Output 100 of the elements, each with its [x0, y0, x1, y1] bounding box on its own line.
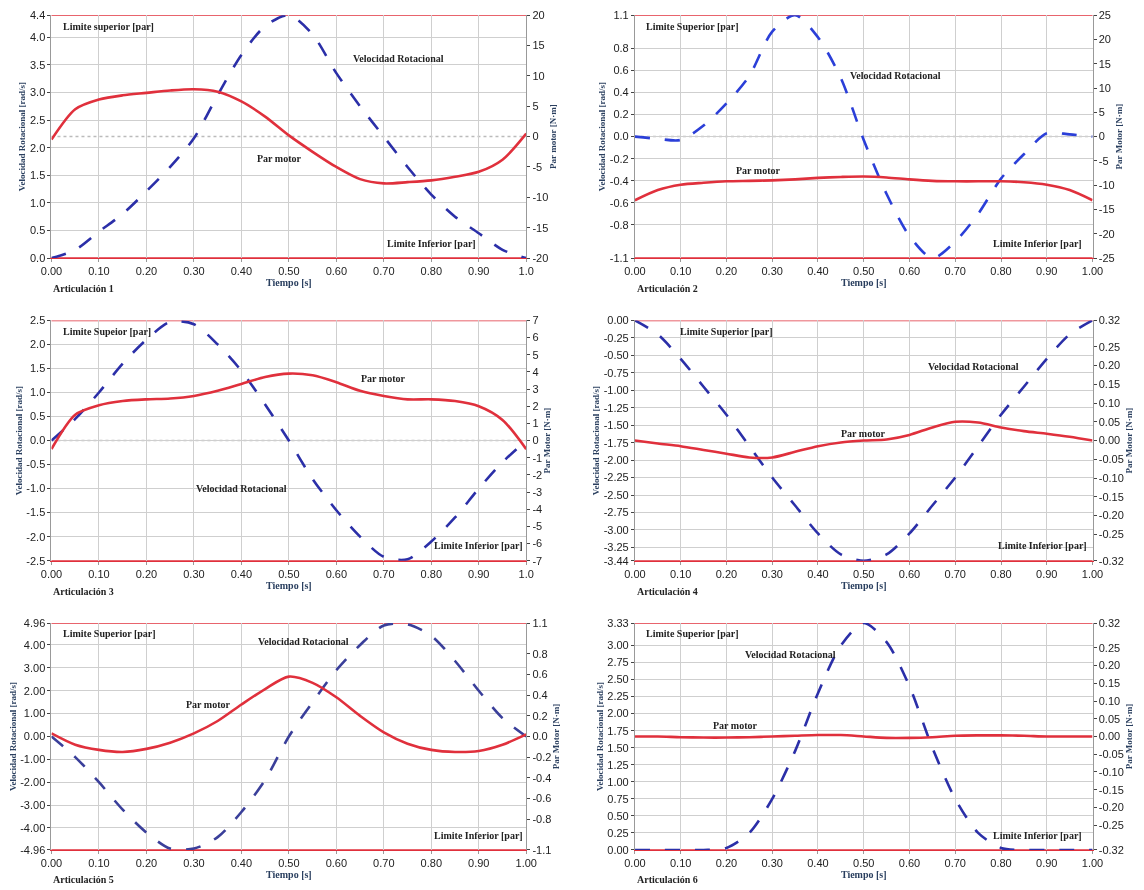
y-tick-label: -0.25: [603, 331, 629, 344]
y-tick-label: -0.75: [603, 366, 629, 379]
y2-tick-label: 20: [532, 8, 545, 21]
x-tick-label: 0.70: [944, 265, 966, 278]
y2-tick-label: 2: [532, 400, 539, 413]
y2-tick-label: 0.32: [1098, 314, 1121, 327]
line-series: [51, 87, 527, 185]
y-tick-label: 0.00: [607, 314, 629, 327]
y-tick-label: -2.75: [603, 506, 629, 519]
annotation: Limite Inferior [par]: [993, 830, 1082, 841]
y2-tick-label: 25: [1098, 8, 1111, 21]
y2-tick-label: -25: [1098, 251, 1115, 264]
y2-axis-title: Par motor [N·m]: [548, 104, 559, 169]
x-tick-label: 0.90: [1036, 857, 1058, 870]
y2-tick-label: -5: [532, 160, 543, 173]
line-series: [51, 675, 527, 754]
y2-tick-label: -6: [532, 537, 543, 550]
y2-tick-label: 0.20: [1098, 659, 1121, 672]
y2-tick-label: -0.10: [1098, 765, 1124, 778]
x-tick-label: 0.10: [669, 857, 692, 870]
x-tick-label: 0.40: [807, 265, 829, 278]
y-tick-label: 0.2: [613, 108, 629, 121]
y-tick-label: -3.00: [20, 798, 46, 811]
x-tick-label: 0.60: [325, 857, 348, 870]
y2-tick-label: -0.4: [532, 771, 552, 784]
y-tick-label: -1.50: [603, 419, 629, 432]
x-tick-label: 0.00: [624, 265, 646, 278]
y2-axis-title: Par Motor [N·m]: [1123, 703, 1134, 770]
y-tick-label: 0.0: [29, 434, 46, 447]
x-tick-label: 0.00: [40, 265, 63, 278]
text: Articulación 6: [637, 874, 698, 885]
annotation: Velocidad Rotacional: [258, 636, 349, 647]
y-tick-label: -2.50: [603, 488, 629, 501]
y2-tick-label: 5: [532, 348, 539, 361]
y2-tick-label: 0.00: [1098, 434, 1121, 447]
y-tick-label: 0.4: [613, 86, 629, 99]
x-tick-label: 0.60: [898, 857, 921, 870]
annotation: Velocidad Rotacional: [745, 649, 836, 660]
x-tick-label: 0.70: [373, 567, 395, 580]
x-tick-label: 0.70: [944, 567, 966, 580]
y-tick-label: 1.0: [29, 196, 46, 209]
x-tick-label: 0.20: [715, 265, 738, 278]
annotation: Par motor: [257, 153, 302, 164]
x-tick-label: 0.10: [88, 567, 110, 580]
y-axis-title: Velocidad Rotacional [rad/s]: [13, 385, 24, 496]
annotation: Limite Inferior [par]: [434, 830, 523, 841]
x-tick-label: 0.30: [183, 567, 205, 580]
y2-tick-label: 0.05: [1098, 415, 1121, 428]
y-tick-label: -1.75: [603, 436, 629, 449]
y2-tick-label: -15: [1098, 203, 1115, 216]
y2-tick-label: 15: [532, 39, 545, 52]
y2-tick-label: -2: [532, 468, 543, 481]
y2-tick-label: -0.2: [532, 750, 552, 763]
y-tick-label: 0.00: [607, 843, 629, 856]
y2-tick-label: 0.15: [1098, 378, 1121, 391]
x-tick-label: 0.80: [420, 265, 442, 278]
y-tick-label: -0.50: [603, 349, 629, 362]
x-tick-label: 0.60: [898, 567, 921, 580]
x-tick-label: 1.00: [515, 857, 537, 870]
y-tick-label: 0.25: [607, 826, 629, 839]
y-tick-label: -2.00: [20, 776, 46, 789]
x-tick-label: 0.60: [898, 265, 921, 278]
x-tick-label: 0.50: [853, 567, 875, 580]
y2-tick-label: -10: [1098, 179, 1115, 192]
y-tick-label: -4.96: [20, 843, 46, 856]
y-tick-label: 0.75: [607, 792, 629, 805]
y2-tick-label: -0.32: [1098, 554, 1124, 567]
x-tick-label: 0.80: [420, 857, 442, 870]
y-tick-label: -1.1: [609, 251, 629, 264]
x-tick-label: 0.90: [1036, 265, 1058, 278]
y2-tick-label: -20: [532, 251, 549, 264]
x-tick-label: 1.00: [1081, 265, 1104, 278]
y2-tick-label: -0.20: [1098, 801, 1124, 814]
y2-tick-label: 0: [532, 130, 539, 143]
x-tick-label: 0.30: [183, 857, 205, 870]
y2-tick-label: -0.15: [1098, 783, 1124, 796]
annotation: Limite Superior [par]: [63, 628, 156, 639]
y-tick-label: 0.0: [29, 251, 46, 264]
y2-axis-title: Par Motor [N·m]: [542, 407, 553, 474]
y-tick-label: 1.5: [29, 362, 46, 375]
x-tick-label: 0.00: [40, 857, 63, 870]
y2-tick-label: 0.25: [1098, 641, 1121, 654]
line-series: [634, 623, 1093, 850]
y2-tick-label: 7: [532, 314, 539, 327]
y2-tick-label: 0.8: [532, 647, 548, 660]
y-tick-label: 3.0: [29, 86, 46, 99]
y2-tick-label: 0.20: [1098, 359, 1121, 372]
y2-axis-title: Par Motor [N·m]: [551, 703, 562, 770]
y-tick-label: 0.50: [607, 809, 629, 822]
y-tick-label: -1.00: [20, 753, 46, 766]
y-tick-label: 2.0: [29, 141, 46, 154]
y2-tick-label: 0.4: [532, 689, 548, 702]
y2-tick-label: -5: [1098, 154, 1109, 167]
x-tick-label: 0.40: [807, 567, 829, 580]
line-series: [634, 175, 1093, 202]
y-tick-label: -2.00: [603, 453, 629, 466]
x-tick-label: 0.60: [325, 265, 348, 278]
y-tick-label: -0.2: [609, 152, 629, 165]
annotation: Limite Superior [par]: [646, 21, 739, 32]
y2-tick-label: -0.10: [1098, 471, 1124, 484]
